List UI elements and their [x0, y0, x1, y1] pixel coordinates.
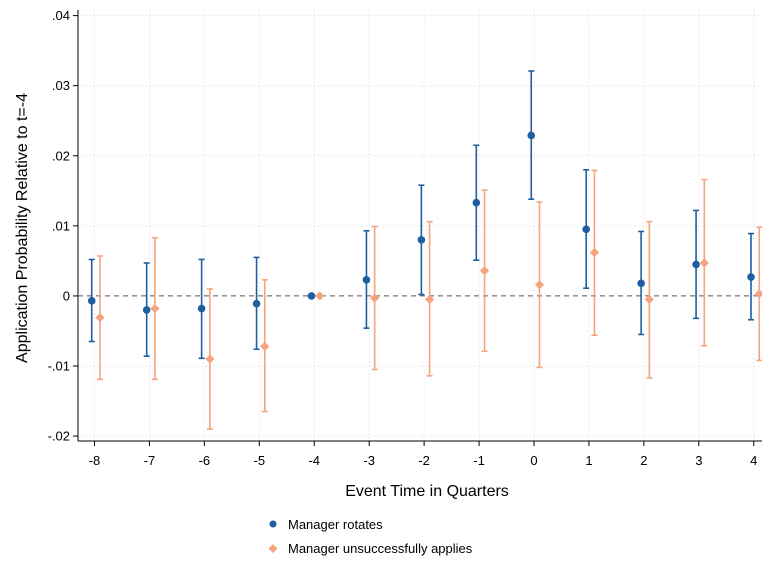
tick-labels: -.02 -.01 0 .01 .02 .03 .04 -8 -7 -6 -5 -4 -3 -2 -1 0 1 2…	[48, 8, 758, 468]
point-estimate	[252, 299, 261, 308]
legend-marker-rotates	[269, 520, 277, 528]
point-estimate	[747, 273, 755, 281]
y-tick-label: .04	[52, 8, 70, 23]
point-estimate	[370, 293, 380, 303]
point-estimate	[205, 354, 215, 364]
point-estimate	[260, 341, 270, 351]
x-tick-label: 1	[585, 453, 592, 468]
legend-label-applies: Manager unsuccessfully applies	[288, 541, 473, 556]
x-tick-label: -4	[308, 453, 320, 468]
point-estimate	[699, 258, 709, 268]
point-estimate	[644, 294, 654, 305]
y-tick-label: .02	[52, 148, 70, 163]
point-estimate	[534, 280, 545, 290]
point-estimate	[150, 303, 160, 314]
point-estimate	[315, 291, 325, 301]
legend-label-rotates: Manager rotates	[288, 517, 383, 532]
y-tick-label: .03	[52, 78, 70, 93]
point-estimate	[87, 297, 96, 305]
axes	[77, 10, 762, 442]
x-tick-label: 4	[750, 453, 757, 468]
point-estimate	[479, 266, 490, 276]
x-tick-label: 0	[530, 453, 537, 468]
gridlines	[78, 10, 762, 441]
point-estimate	[307, 292, 316, 300]
point-estimate	[472, 198, 481, 207]
y-tick-label: 0	[63, 288, 70, 303]
x-tick-label: -3	[363, 453, 375, 468]
x-tick-label: -8	[89, 453, 101, 468]
point-estimate	[142, 306, 151, 314]
point-estimate	[425, 294, 435, 305]
x-tick-label: 3	[695, 453, 702, 468]
x-tick-label: -1	[473, 453, 485, 468]
point-estimate	[197, 304, 206, 313]
y-axis-title: Application Probability Relative to t=-4	[14, 93, 31, 363]
legend-marker-applies	[268, 544, 278, 553]
point-estimate	[589, 247, 600, 258]
point-estimate	[95, 313, 105, 323]
y-tick-label: -.02	[48, 429, 70, 444]
legend: Manager rotates Manager unsuccessfully a…	[268, 517, 473, 556]
x-tick-label: -6	[199, 453, 211, 468]
point-estimate	[637, 279, 645, 288]
point-estimate	[582, 225, 590, 234]
x-axis-title: Event Time in Quarters	[345, 483, 509, 500]
y-tick-label: -.01	[48, 359, 70, 374]
x-tick-label: 2	[640, 453, 647, 468]
point-estimate	[754, 289, 762, 299]
series-marks	[87, 70, 762, 430]
x-tick-label: -2	[418, 453, 430, 468]
point-estimate	[527, 131, 536, 140]
y-tick-label: .01	[52, 218, 70, 233]
point-estimate	[362, 276, 371, 284]
point-estimate	[417, 236, 426, 244]
x-tick-label: -7	[144, 453, 156, 468]
point-estimate	[692, 260, 700, 269]
x-tick-label: -5	[254, 453, 266, 468]
